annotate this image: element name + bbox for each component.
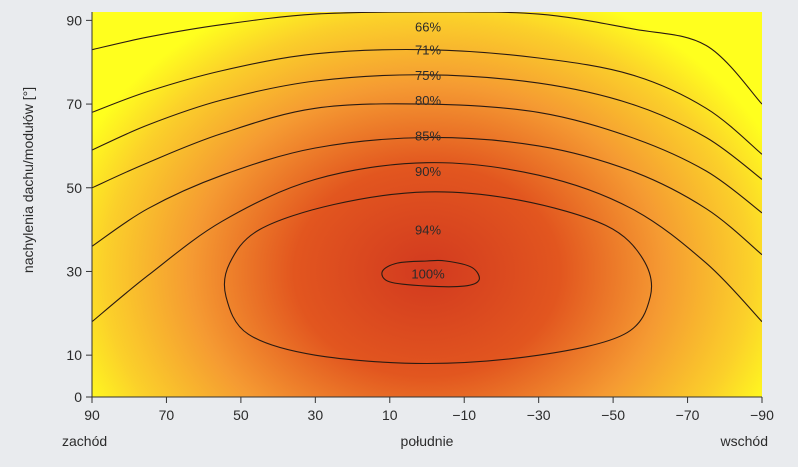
x-tick-label: −70 bbox=[676, 407, 700, 423]
contour-line-100 bbox=[381, 259, 480, 288]
contour-line-90 bbox=[92, 162, 762, 323]
contour-line-94 bbox=[223, 191, 653, 365]
y-tick-label: 0 bbox=[74, 389, 82, 405]
contour-label: 100% bbox=[411, 267, 445, 282]
contour-label: 66% bbox=[415, 20, 441, 35]
contour-label: 71% bbox=[415, 43, 441, 58]
direction-label: wschód bbox=[720, 433, 768, 449]
contour-label: 80% bbox=[415, 93, 441, 108]
y-tick-label: 70 bbox=[66, 96, 82, 112]
heatmap-field bbox=[92, 12, 762, 397]
x-tick-label: 30 bbox=[308, 407, 324, 423]
x-tick-label: 90 bbox=[84, 407, 100, 423]
contour-line-75 bbox=[92, 74, 762, 180]
contour-label: 90% bbox=[415, 164, 441, 179]
contour-label: 94% bbox=[415, 223, 441, 238]
x-tick-label: −10 bbox=[452, 407, 476, 423]
y-tick-label: 90 bbox=[66, 12, 82, 28]
contour-label: 85% bbox=[415, 128, 441, 143]
y-tick-label: 10 bbox=[66, 347, 82, 363]
x-tick-label: 50 bbox=[233, 407, 249, 423]
x-tick-label: −30 bbox=[527, 407, 551, 423]
contour-line-66 bbox=[92, 12, 762, 105]
direction-label: południe bbox=[401, 433, 454, 449]
x-tick-label: −50 bbox=[601, 407, 625, 423]
contour-label: 75% bbox=[415, 68, 441, 83]
contour-line-71 bbox=[92, 48, 762, 155]
y-axis-label: nachylenia dachu/modułów [°] bbox=[20, 87, 36, 273]
x-tick-label: 10 bbox=[382, 407, 398, 423]
direction-label: zachód bbox=[62, 433, 107, 449]
x-tick-label: 70 bbox=[159, 407, 175, 423]
contour-line-80 bbox=[92, 103, 762, 214]
y-tick-label: 50 bbox=[66, 180, 82, 196]
contour-line-85 bbox=[92, 136, 762, 256]
x-tick-label: −90 bbox=[750, 407, 774, 423]
y-tick-label: 30 bbox=[66, 263, 82, 279]
